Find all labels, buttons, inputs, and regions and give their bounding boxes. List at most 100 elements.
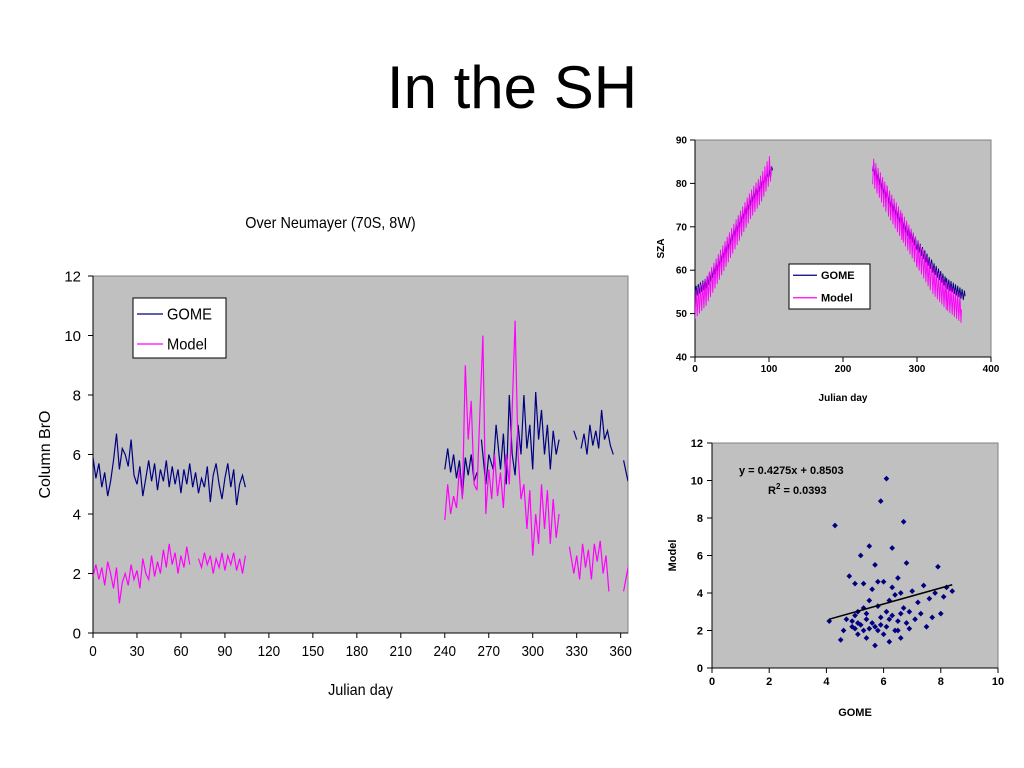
y-tick-label: 2 xyxy=(73,566,81,583)
plot-marks xyxy=(826,475,956,649)
chart-sza: 0 100 200 300 400 40 50 60 70 80 90 Julian day SZA GO… xyxy=(656,136,1000,405)
scatter-point xyxy=(875,627,881,634)
y-tick-label: 70 xyxy=(676,222,688,233)
series-model-line xyxy=(623,567,628,592)
x-tick-label: 300 xyxy=(909,364,926,375)
legend-label-model: Model xyxy=(821,293,853,305)
scatter-point xyxy=(863,610,870,617)
scatter-point xyxy=(860,627,867,634)
y-axis-title: SZA xyxy=(656,239,667,259)
x-axis-title: Julian day xyxy=(819,393,868,404)
scatter-point xyxy=(897,635,904,641)
plot-marks xyxy=(695,156,966,323)
y-tick-label: 90 xyxy=(676,136,688,147)
scatter-point xyxy=(906,608,913,615)
y-tick-label: 2 xyxy=(697,625,703,637)
x-tick-label: 150 xyxy=(302,643,325,660)
scatter-point xyxy=(937,610,944,617)
chart-main: 0 30 60 90 120 150 180 210 240 270 300 330 360 0 2 4 6 8 1… xyxy=(37,214,632,699)
slide-title: In the SH xyxy=(386,54,638,121)
scatter-point xyxy=(866,597,873,604)
x-tick-label: 270 xyxy=(478,643,501,660)
scatter-point xyxy=(866,543,873,549)
x-tick-label: 0 xyxy=(89,643,97,660)
scatter-point xyxy=(892,627,898,634)
scatter-point xyxy=(903,620,910,626)
legend-label-model: Model xyxy=(167,336,207,354)
x-tick-label: 300 xyxy=(521,643,544,660)
y-tick-label: 4 xyxy=(697,588,704,600)
scatter-point xyxy=(852,612,858,619)
r-squared-label: R2 = 0.0393 xyxy=(768,482,827,497)
scatter-point xyxy=(900,605,907,611)
x-tick-label: 120 xyxy=(258,643,281,660)
scatter-point xyxy=(875,578,881,585)
scatter-point xyxy=(869,620,875,626)
series-gome-line xyxy=(580,409,614,455)
scatter-point xyxy=(929,614,936,621)
scatter-point xyxy=(877,622,884,628)
scatter-point xyxy=(837,637,844,643)
y-tick-label: 12 xyxy=(64,268,81,285)
scatter-point xyxy=(920,582,927,589)
legend-label-gome: GOME xyxy=(821,270,855,282)
x-tick-label: 330 xyxy=(565,643,588,660)
x-tick-label: 400 xyxy=(983,364,1000,375)
series-model-line xyxy=(93,543,191,604)
scatter-point xyxy=(877,498,884,504)
y-tick-label: 10 xyxy=(64,328,81,345)
scatter-point xyxy=(877,614,884,621)
scatter-point xyxy=(889,584,896,591)
scatter-point xyxy=(889,612,896,619)
scatter-point xyxy=(889,545,896,551)
legend: GOME Model xyxy=(788,263,871,310)
scatter-point xyxy=(843,616,850,623)
series-model-line xyxy=(568,540,610,592)
scatter-point xyxy=(886,616,893,623)
series-model-line xyxy=(872,158,962,323)
y-tick-label: 10 xyxy=(691,475,703,487)
legend: GOME Model xyxy=(132,297,227,359)
y-tick-label: 8 xyxy=(697,513,703,525)
scatter-point xyxy=(940,593,947,600)
scatter-point xyxy=(863,635,870,641)
y-tick-label: 0 xyxy=(73,625,81,642)
x-tick-label: 0 xyxy=(692,364,698,375)
scatter-point xyxy=(840,627,847,634)
scatter-point xyxy=(852,625,858,632)
scatter-point xyxy=(912,616,918,623)
scatter-point xyxy=(935,563,941,570)
scatter-point xyxy=(852,580,858,587)
trendline-equation: y = 0.4275x + 0.8503 xyxy=(739,465,844,477)
y-tick-label: 8 xyxy=(73,387,81,404)
y-axis-title: Column BrO xyxy=(37,410,54,498)
legend-box xyxy=(788,263,871,310)
x-tick-label: 8 xyxy=(938,676,944,688)
x-tick-label: 210 xyxy=(390,643,413,660)
plot-area xyxy=(694,139,992,358)
y-axis-title: Model xyxy=(667,540,679,572)
chart-scatter: 0 2 4 6 8 10 0 2 4 6 8 10 12 GOME Model y = 0.4275x + 0… xyxy=(667,438,1004,719)
scatter-point xyxy=(903,560,910,566)
scatter-point xyxy=(915,599,921,606)
x-tick-label: 60 xyxy=(173,643,188,660)
series-gome-line xyxy=(480,391,560,485)
x-tick-label: 0 xyxy=(709,676,715,688)
scatter-point xyxy=(900,518,907,525)
scatter-point xyxy=(883,623,890,630)
x-tick-label: 100 xyxy=(761,364,778,375)
x-tick-label: 240 xyxy=(434,643,457,660)
scatter-point xyxy=(892,592,898,598)
scatter-point xyxy=(869,586,875,593)
scatter-point xyxy=(897,610,904,617)
scatter-point xyxy=(883,475,890,482)
y-tick-label: 4 xyxy=(73,506,81,523)
series-gome-line xyxy=(93,433,246,506)
legend-label-gome: GOME xyxy=(167,306,212,324)
scatter-point xyxy=(895,618,901,624)
scatter-point xyxy=(949,588,956,594)
series-model-line xyxy=(197,552,246,574)
x-tick-label: 4 xyxy=(823,676,830,688)
trendline xyxy=(829,584,953,620)
